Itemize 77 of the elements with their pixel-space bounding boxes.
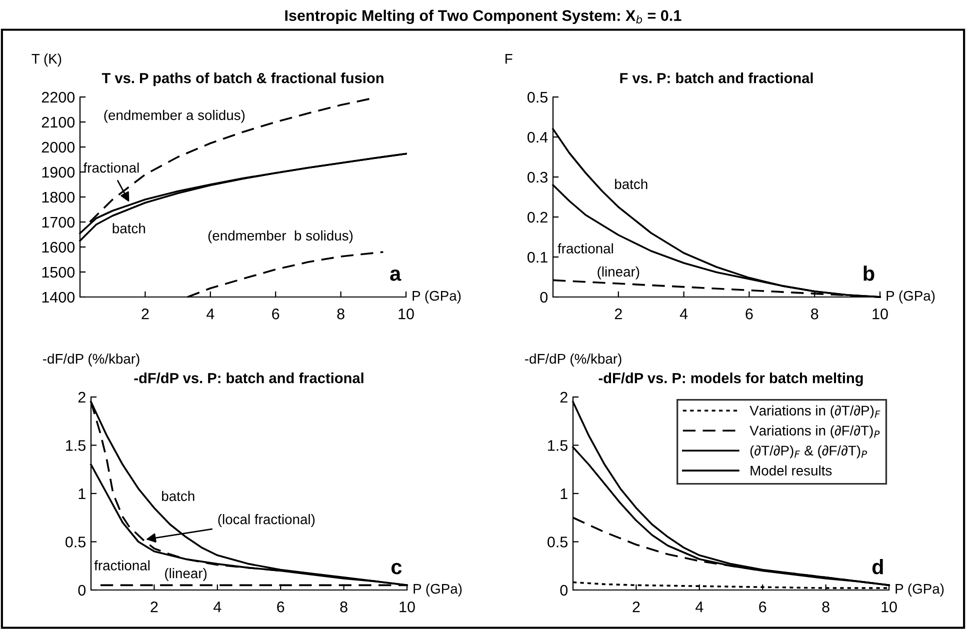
y-tick-label: 2100 — [42, 116, 75, 128]
y-tick-label: 0.5 — [548, 536, 568, 548]
x-tick-label: 2 — [150, 602, 158, 612]
annotation: (local fractional) — [218, 514, 315, 527]
legend-label: Variations in (∂F/∂T)$_{P}$ — [750, 425, 880, 438]
x-axis-title: P (GPa) — [412, 290, 461, 304]
chart-title: T vs. P paths of batch & fractional fusion — [102, 72, 384, 86]
series-label: (linear) — [598, 266, 640, 280]
y-tick-label: 0.2 — [528, 212, 548, 223]
x-tick-label: 8 — [822, 602, 830, 612]
y-tick-label: 0.4 — [528, 132, 548, 143]
series-label: batch — [615, 178, 648, 190]
y-tick-label: 1 — [560, 488, 568, 500]
y-axis-title: -dF/dP (%/kbar) — [525, 353, 622, 366]
x-tick-label: 2 — [142, 308, 149, 320]
y-tick-label: 1.5 — [66, 440, 86, 451]
series-label: batch — [112, 223, 145, 234]
chart-title: -dF/dP vs. P: batch and fractional — [134, 372, 364, 384]
y-tick-label: 0 — [78, 584, 86, 596]
y-tick-label: 0.3 — [528, 172, 548, 183]
x-axis-title: P (GPa) — [886, 290, 935, 304]
chart-title: F vs. P: batch and fractional — [620, 72, 813, 84]
y-tick-label: 2000 — [42, 142, 75, 153]
x-tick-label: 8 — [811, 308, 818, 320]
x-tick-label: 6 — [277, 602, 284, 612]
y-tick-label: 1600 — [42, 242, 75, 253]
y-tick-label: 1500 — [42, 266, 75, 278]
x-tick-label: 10 — [398, 308, 414, 320]
legend-label: Model results — [750, 465, 832, 476]
series-label: fractional — [558, 243, 613, 254]
y-axis-title: F — [506, 54, 512, 64]
series-label: (linear) — [165, 568, 207, 581]
annotation: fractional — [83, 162, 139, 173]
series-label: (endmember a solidus) — [104, 110, 245, 123]
y-tick-label: 1900 — [42, 166, 75, 178]
x-tick-label: 8 — [337, 308, 344, 320]
y-tick-label: 0 — [540, 292, 548, 303]
y-tick-label: 2 — [78, 392, 86, 403]
x-tick-label: 8 — [340, 602, 348, 612]
x-tick-label: 2 — [614, 308, 622, 320]
y-tick-label: 1.5 — [548, 440, 568, 451]
x-tick-label: 4 — [214, 602, 222, 612]
x-axis-title: P (GPa) — [896, 584, 944, 596]
y-tick-label: 1 — [78, 488, 86, 500]
y-tick-label: 0 — [560, 584, 568, 596]
series-label: batch — [162, 490, 194, 502]
y-tick-label: 1700 — [42, 216, 75, 228]
series-label: (endmember b solidus) — [208, 230, 353, 244]
y-tick-label: 0.1 — [528, 252, 548, 263]
x-tick-label: 10 — [872, 308, 888, 320]
y-tick-label: 2200 — [42, 92, 75, 103]
x-tick-label: 4 — [206, 308, 214, 320]
y-tick-label: 0.5 — [528, 92, 548, 103]
y-axis-title: -dF/dP (%/kbar) — [43, 353, 140, 366]
x-tick-label: 4 — [696, 602, 704, 612]
legend-label: (∂T/∂P)$_{F}$ & (∂F/∂T)$_{P}$ — [750, 445, 868, 458]
y-tick-label: 2 — [560, 392, 568, 403]
legend-label: Variations in (∂T/∂P)$_{F}$ — [750, 405, 880, 418]
text: Isentropic Melting of Two Component System: X$_{b}$ = 0.1 — [285, 10, 682, 24]
x-tick-label: 6 — [759, 602, 766, 612]
x-tick-label: 10 — [882, 602, 897, 612]
x-tick-label: 4 — [680, 308, 688, 320]
x-tick-label: 10 — [400, 602, 415, 612]
x-tick-label: 2 — [632, 602, 640, 612]
chart-title: -dF/dP vs. P: models for batch melting — [598, 372, 863, 386]
annotation: d — [872, 559, 883, 574]
y-tick-label: 0.5 — [66, 536, 86, 548]
series-label: fractional — [94, 560, 150, 570]
x-tick-label: 6 — [272, 308, 280, 320]
y-tick-label: 1800 — [42, 192, 75, 203]
x-axis-title: P (GPa) — [414, 584, 462, 596]
annotation: b — [864, 266, 874, 281]
annotation: c — [391, 562, 402, 574]
y-axis-title: T (K) — [32, 53, 62, 66]
annotation: a — [390, 269, 402, 281]
x-tick-label: 6 — [746, 308, 753, 320]
y-tick-label: 1400 — [42, 292, 75, 303]
